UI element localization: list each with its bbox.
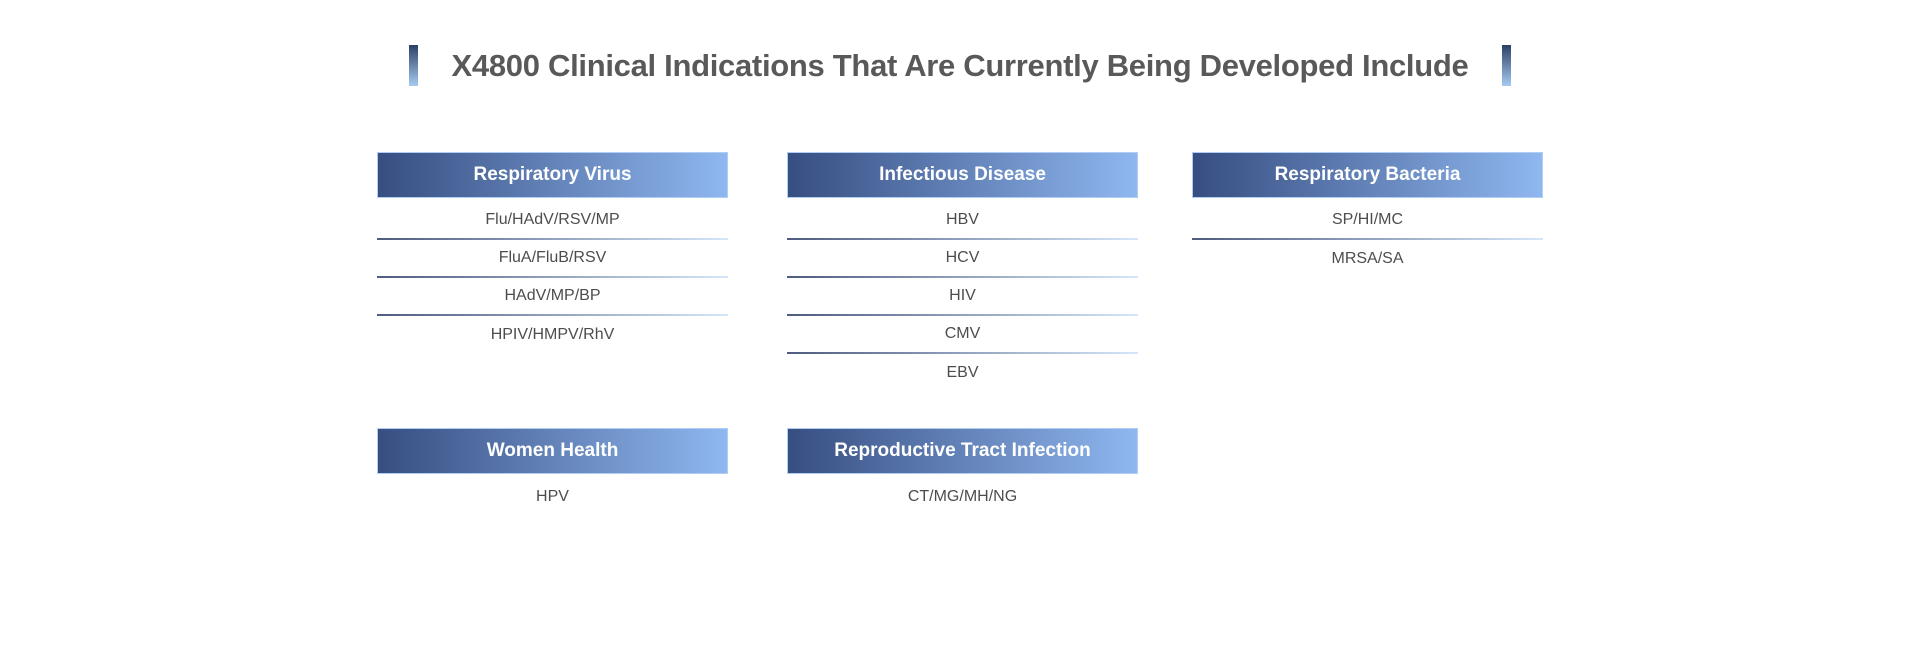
list-item: HBV	[787, 202, 1138, 240]
group-item-list: Flu/HAdV/RSV/MP FluA/FluB/RSV HAdV/MP/BP…	[377, 198, 728, 354]
list-item: SP/HI/MC	[1192, 202, 1543, 240]
list-item: HAdV/MP/BP	[377, 278, 728, 316]
title-row: X4800 Clinical Indications That Are Curr…	[0, 45, 1920, 86]
group-item-list: HPV	[377, 474, 728, 516]
list-item: HPV	[536, 488, 569, 505]
group-header-respiratory-virus: Respiratory Virus	[377, 152, 728, 198]
page-title: X4800 Clinical Indications That Are Curr…	[451, 47, 1469, 83]
list-item: CT/MG/MH/NG	[907, 488, 1018, 505]
list-item: EBV	[946, 364, 979, 381]
group-item-list: SP/HI/MC MRSA/SA	[1192, 198, 1543, 278]
group-header-reproductive-tract-infection: Reproductive Tract Infection	[787, 428, 1138, 474]
group-infectious-disease: Infectious Disease HBV HCV HIV CMV EBV	[787, 152, 1138, 392]
group-women-health: Women Health HPV	[377, 428, 728, 516]
group-header-women-health: Women Health	[377, 428, 728, 474]
list-item: HCV	[787, 240, 1138, 278]
list-item: FluA/FluB/RSV	[377, 240, 728, 278]
group-reproductive-tract-infection: Reproductive Tract Infection CT/MG/MH/NG	[787, 428, 1138, 516]
list-item: HPIV/HMPV/RhV	[490, 326, 615, 343]
list-item: MRSA/SA	[1331, 250, 1404, 267]
title-accent-bar-left	[408, 45, 418, 86]
group-respiratory-virus: Respiratory Virus Flu/HAdV/RSV/MP FluA/F…	[377, 152, 728, 354]
group-item-list: CT/MG/MH/NG	[787, 474, 1138, 516]
group-header-respiratory-bacteria: Respiratory Bacteria	[1192, 152, 1543, 198]
group-header-infectious-disease: Infectious Disease	[787, 152, 1138, 198]
list-item: CMV	[787, 316, 1138, 354]
group-item-list: HBV HCV HIV CMV EBV	[787, 198, 1138, 392]
list-item: HIV	[787, 278, 1138, 316]
title-accent-bar-right	[1502, 45, 1512, 86]
group-respiratory-bacteria: Respiratory Bacteria SP/HI/MC MRSA/SA	[1192, 152, 1543, 278]
list-item: Flu/HAdV/RSV/MP	[377, 202, 728, 240]
